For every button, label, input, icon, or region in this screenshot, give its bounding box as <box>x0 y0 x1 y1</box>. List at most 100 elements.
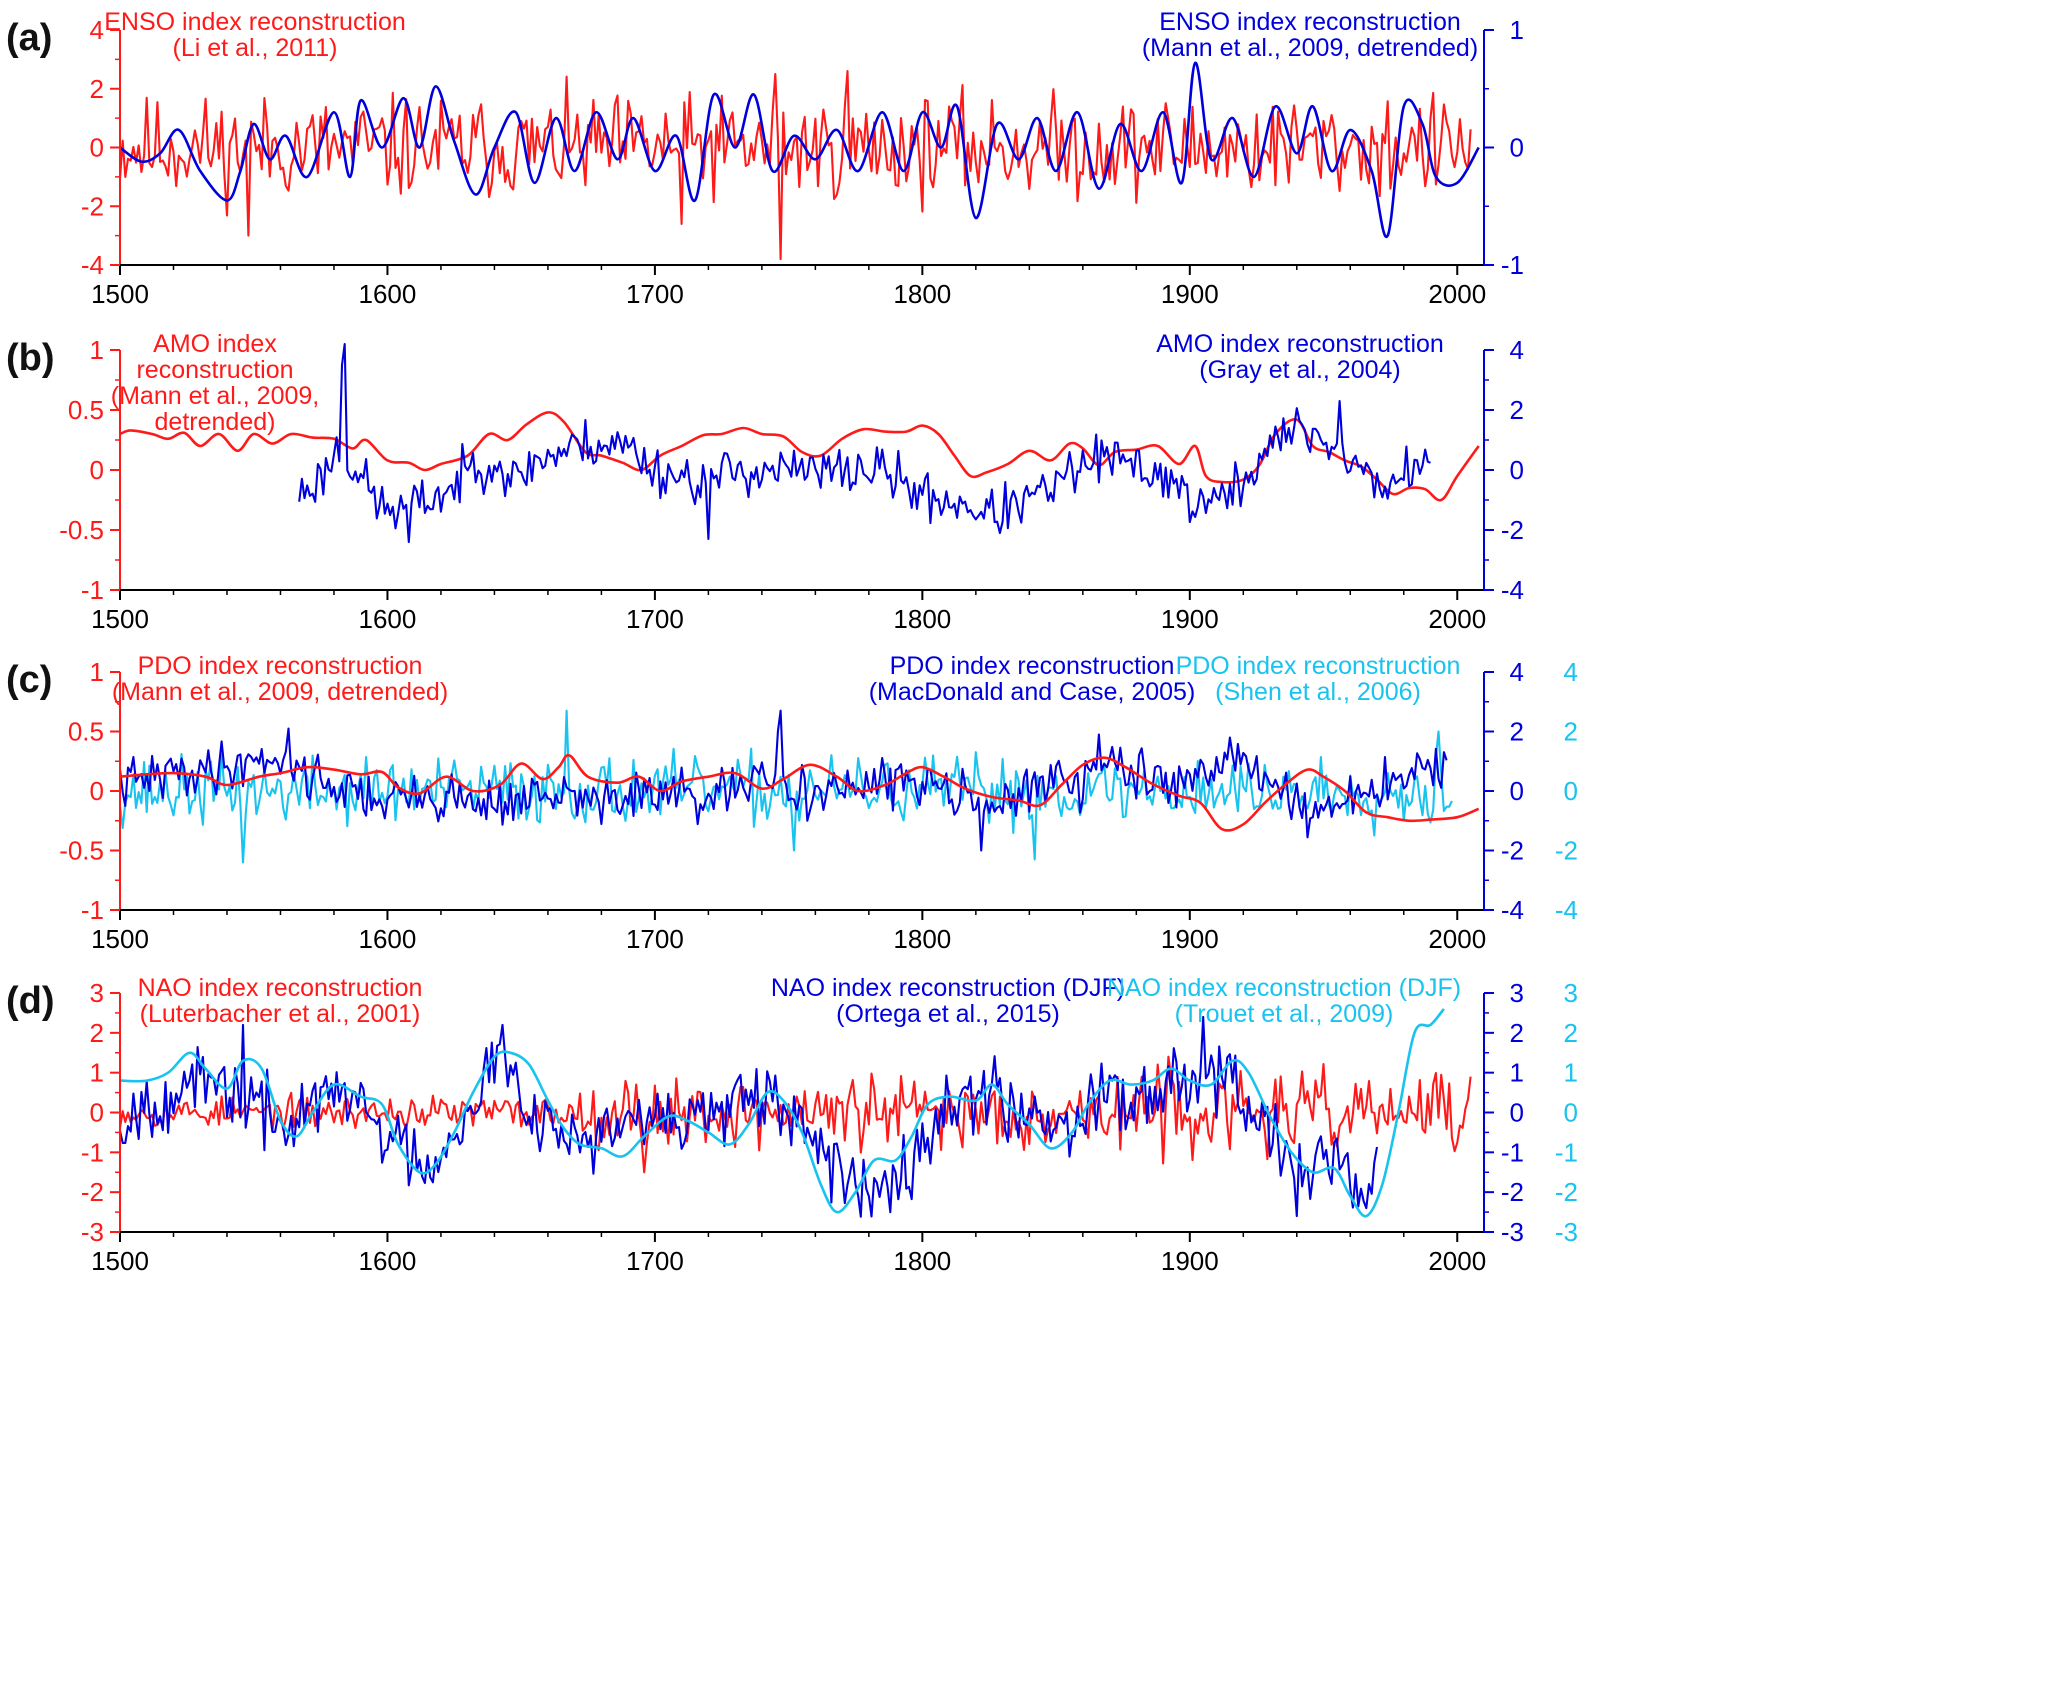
legend-annotation: ENSO index reconstruction <box>104 8 406 36</box>
right-tick-label: -1 <box>1501 1137 1524 1167</box>
right-tick-label: -2 <box>1501 836 1524 866</box>
left-tick-label: -0.5 <box>59 836 104 866</box>
right-tick-label: 2 <box>1510 1018 1524 1048</box>
right-tick-label: 0 <box>1510 1098 1524 1128</box>
right-tick-label: 4 <box>1510 657 1524 687</box>
right-tick-label: 3 <box>1510 978 1524 1008</box>
right-tick-label: 4 <box>1564 657 1578 687</box>
x-tick-label: 1700 <box>626 604 684 634</box>
x-tick-label: 1700 <box>626 1246 684 1276</box>
right-tick-label: 0 <box>1564 776 1578 806</box>
x-tick-label: 1800 <box>893 604 951 634</box>
x-tick-label: 1700 <box>626 279 684 309</box>
x-tick-label: 1900 <box>1161 279 1219 309</box>
left-tick-label: -3 <box>81 1217 104 1247</box>
legend-annotation: (Shen et al., 2006) <box>1215 678 1421 706</box>
x-tick-label: 1600 <box>359 924 417 954</box>
x-tick-label: 2000 <box>1428 604 1486 634</box>
x-tick-label: 1800 <box>893 1246 951 1276</box>
legend-annotation: detrended) <box>155 408 276 436</box>
x-tick-label: 1500 <box>91 924 149 954</box>
series-line <box>120 1008 1445 1218</box>
left-tick-label: 3 <box>90 978 104 1008</box>
legend-annotation: PDO index reconstruction <box>138 652 423 680</box>
series-line <box>120 70 1472 261</box>
chart-panel-a: (a) 1500 1600 1700 1800 1900 2000 -4 -2 0 2 4 -1 0 1 EN… <box>6 8 1524 309</box>
x-tick-label: 1500 <box>91 604 149 634</box>
chart-panel-d: (d) 1500 1600 1700 1800 1900 2000 -3 -2 -1 0 1 2 3 -3 -… <box>6 974 1578 1276</box>
right-tick-label: -1 <box>1501 250 1524 280</box>
left-tick-label: 0 <box>90 133 104 163</box>
right-tick-label: 0 <box>1564 1098 1578 1128</box>
legend-annotation: (Li et al., 2011) <box>173 34 338 62</box>
x-tick-label: 2000 <box>1428 924 1486 954</box>
series-line <box>120 709 1448 852</box>
left-tick-label: -4 <box>81 250 104 280</box>
left-tick-label: -2 <box>81 1177 104 1207</box>
right-tick-label: -4 <box>1501 575 1524 605</box>
right-tick-label: 2 <box>1510 717 1524 747</box>
right-tick-label: -3 <box>1501 1217 1524 1247</box>
left-tick-label: 0 <box>90 1098 104 1128</box>
right-tick-label: 2 <box>1510 395 1524 425</box>
chart-panel-b: (b) 1500 1600 1700 1800 1900 2000 -1 -0.5 0 0.5 1 -4… <box>6 330 1524 634</box>
right-tick-label: -2 <box>1501 515 1524 545</box>
legend-annotation: (Mann et al., 2009, <box>111 382 319 410</box>
right-tick-label: 2 <box>1564 717 1578 747</box>
left-tick-label: 0.5 <box>68 395 104 425</box>
right-tick-label: 1 <box>1510 1058 1524 1088</box>
legend-annotation: (Mann et al., 2009, detrended) <box>112 678 448 706</box>
right-tick-label: 0 <box>1510 776 1524 806</box>
left-tick-label: -1 <box>81 895 104 925</box>
left-tick-label: 2 <box>90 74 104 104</box>
legend-annotation: PDO index reconstruction <box>1176 652 1461 680</box>
legend-annotation: NAO index reconstruction (DJF) <box>1107 974 1461 1002</box>
right-tick-label: -2 <box>1555 1177 1578 1207</box>
legend-annotation: (Ortega et al., 2015) <box>836 1000 1060 1028</box>
legend-annotation: reconstruction <box>136 356 293 384</box>
chart-panel-c: (c) 1500 1600 1700 1800 1900 2000 -1 -0.5 0 0.5 1 -4… <box>6 652 1578 954</box>
panel-label: (d) <box>6 980 55 1022</box>
x-tick-label: 1900 <box>1161 604 1219 634</box>
legend-annotation: (Luterbacher et al., 2001) <box>140 1000 421 1028</box>
x-tick-label: 1900 <box>1161 1246 1219 1276</box>
left-tick-label: 1 <box>90 335 104 365</box>
x-tick-label: 1600 <box>359 604 417 634</box>
x-tick-label: 2000 <box>1428 1246 1486 1276</box>
left-tick-label: 0.5 <box>68 717 104 747</box>
legend-annotation: ENSO index reconstruction <box>1159 8 1461 36</box>
right-tick-label: 1 <box>1564 1058 1578 1088</box>
legend-annotation: (Gray et al., 2004) <box>1199 356 1400 384</box>
left-tick-label: 0 <box>90 776 104 806</box>
series-line <box>120 61 1480 239</box>
right-tick-label: -2 <box>1501 1177 1524 1207</box>
legend-annotation: (MacDonald and Case, 2005) <box>869 678 1196 706</box>
legend-annotation: AMO index reconstruction <box>1156 330 1444 358</box>
series-line <box>298 342 1431 544</box>
legend-annotation: NAO index reconstruction <box>138 974 423 1002</box>
left-tick-label: 0 <box>90 455 104 485</box>
right-tick-label: 4 <box>1510 335 1524 365</box>
right-tick-label: -1 <box>1555 1137 1578 1167</box>
legend-annotation: (Trouet et al., 2009) <box>1175 1000 1394 1028</box>
x-tick-label: 1800 <box>893 924 951 954</box>
left-tick-label: 4 <box>90 15 104 45</box>
left-tick-label: -2 <box>81 191 104 221</box>
x-tick-label: 1600 <box>359 279 417 309</box>
left-tick-label: 1 <box>90 1058 104 1088</box>
left-tick-label: -1 <box>81 1137 104 1167</box>
series-line <box>120 753 1480 832</box>
x-tick-label: 1500 <box>91 1246 149 1276</box>
legend-annotation: (Mann et al., 2009, detrended) <box>1142 34 1478 62</box>
x-tick-label: 1700 <box>626 924 684 954</box>
right-tick-label: -4 <box>1555 895 1578 925</box>
left-tick-label: -0.5 <box>59 515 104 545</box>
right-tick-label: -4 <box>1501 895 1524 925</box>
left-tick-label: 2 <box>90 1018 104 1048</box>
series-line <box>120 1015 1379 1218</box>
right-tick-label: 0 <box>1510 133 1524 163</box>
panel-label: (c) <box>6 659 52 701</box>
right-tick-label: 3 <box>1564 978 1578 1008</box>
right-tick-label: 2 <box>1564 1018 1578 1048</box>
